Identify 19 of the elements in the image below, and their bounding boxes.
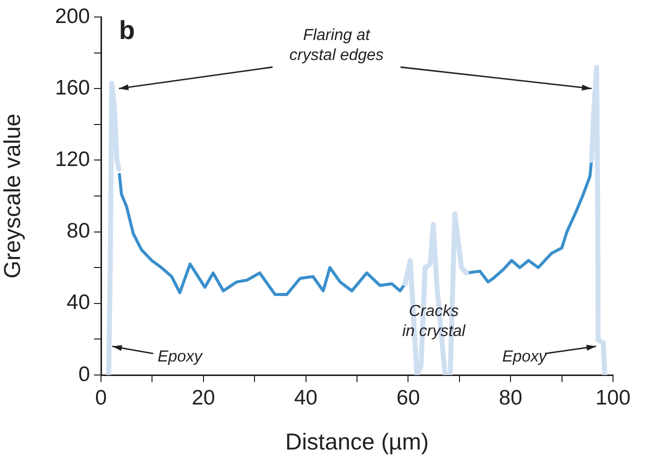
y-tick-label: 0	[78, 362, 90, 386]
y-tick-label: 80	[66, 220, 90, 243]
annotation: Epoxy	[158, 348, 204, 366]
x-axis-title: Distance (µm)	[285, 428, 429, 455]
y-tick-label: 120	[54, 148, 90, 171]
x-tick-label: 20	[192, 386, 216, 410]
y-tick-label: 200	[54, 4, 90, 28]
annotation: Flaring at crystal edges	[289, 27, 384, 64]
x-tick-label: 40	[294, 386, 318, 410]
y-tick-label: 40	[66, 291, 90, 314]
x-tick-label: 0	[95, 386, 107, 410]
y-axis-title: Greyscale value	[0, 114, 26, 278]
annotation: Cracks in crystal	[402, 302, 466, 340]
x-tick-label: 60	[396, 386, 420, 410]
chart-title: b	[119, 15, 135, 46]
annotation: Epoxy	[502, 348, 548, 366]
y-tick-label: 160	[54, 76, 90, 100]
x-tick-label: 100	[595, 386, 631, 410]
x-tick-label: 80	[498, 386, 522, 410]
